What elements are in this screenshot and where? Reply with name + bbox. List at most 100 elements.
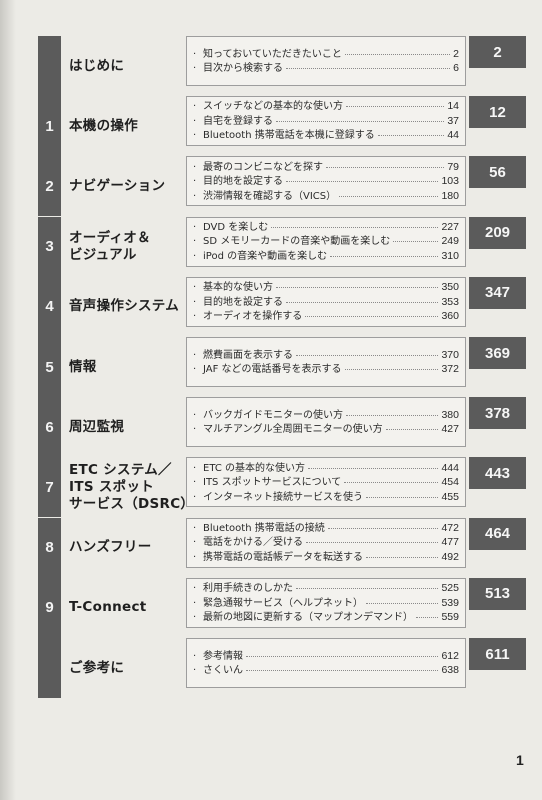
toc-item-label: 目的地を設定する xyxy=(203,176,283,188)
section-title[interactable]: オーディオ＆ ビジュアル xyxy=(69,229,151,263)
toc-item[interactable]: · 渋滞情報を確認する（VICS） 180 xyxy=(193,189,459,204)
toc-section: 7 ETC システム／ ITS スポット サービス（DSRC） · ETC の基本的な… xyxy=(38,457,528,518)
bullet-icon: · xyxy=(193,424,197,436)
section-title[interactable]: ETC システム／ ITS スポット サービス（DSRC） xyxy=(69,461,195,512)
toc-item[interactable]: · SD メモリーカードの音楽や動画を楽しむ 249 xyxy=(193,234,459,249)
section-page-tab[interactable]: 513 xyxy=(469,577,526,610)
section-page-tab[interactable]: 12 xyxy=(469,96,526,129)
toc-item-page: 249 xyxy=(441,235,459,248)
section-number-tab: 2 xyxy=(38,156,61,217)
section-number-tab xyxy=(38,638,61,698)
toc-item-page: 14 xyxy=(447,100,459,113)
section-title[interactable]: 本機の操作 xyxy=(69,117,138,134)
bullet-icon: · xyxy=(193,282,197,294)
toc-item[interactable]: · 目的地を設定する 103 xyxy=(193,174,459,189)
section-page-tab[interactable]: 443 xyxy=(469,457,526,490)
toc-item[interactable]: · スイッチなどの基本的な使い方 14 xyxy=(193,99,459,114)
dot-leader xyxy=(246,661,439,671)
bullet-icon: · xyxy=(193,665,197,676)
section-items-box: · 燃費画面を表示する 370 · JAF などの電話番号を表示する 372 xyxy=(186,337,466,387)
toc-section: 8 ハンズフリー · Bluetooth 携帯電話の接続 472 · 電話をかける／受ける 4… xyxy=(38,517,528,578)
toc-item-page: 444 xyxy=(441,461,459,474)
toc-section: 5 情報 · 燃費画面を表示する 370 · JAF などの電話番号を表示する 372 369 xyxy=(38,337,528,397)
toc-item-page: 37 xyxy=(447,114,459,127)
bullet-icon: · xyxy=(193,650,197,662)
toc-item[interactable]: · さくいん 638 xyxy=(193,663,459,678)
section-page-tab[interactable]: 464 xyxy=(469,517,526,550)
toc-item-page: 6 xyxy=(453,62,459,74)
section-page-tab[interactable]: 347 xyxy=(469,276,526,309)
toc-item[interactable]: · インターネット接続サービスを使う 455 xyxy=(193,490,459,505)
dot-leader xyxy=(276,278,439,289)
toc-item[interactable]: · 燃費画面を表示する 370 xyxy=(193,348,459,363)
toc-item-page: 492 xyxy=(441,550,459,563)
toc-item[interactable]: · 利用手続きのしかた 525 xyxy=(193,581,459,596)
toc-item[interactable]: · Bluetooth 携帯電話の接続 472 xyxy=(193,521,459,536)
section-title[interactable]: ナビゲーション xyxy=(69,177,166,194)
dot-leader xyxy=(276,112,445,122)
toc-item[interactable]: · マルチアングル全周囲モニターの使い方 427 xyxy=(193,422,459,437)
toc-item[interactable]: · 最新の地図に更新する（マップオンデマンド） 559 xyxy=(193,610,459,625)
toc-item-page: 350 xyxy=(441,281,459,294)
section-number-tab: 5 xyxy=(38,337,61,397)
section-title[interactable]: はじめに xyxy=(69,57,125,74)
toc-item[interactable]: · 最寄のコンビニなどを探す 79 xyxy=(193,160,459,175)
toc-item[interactable]: · 携帯電話の電話帳データを転送する 492 xyxy=(193,550,459,565)
toc-item[interactable]: · ETC の基本的な使い方 444 xyxy=(193,461,459,476)
toc-item[interactable]: · 電話をかける／受ける 477 xyxy=(193,535,459,550)
section-page-tab[interactable]: 611 xyxy=(469,638,526,670)
section-page-tab[interactable]: 2 xyxy=(469,36,526,68)
section-title[interactable]: 音声操作システム xyxy=(69,298,179,315)
toc-item[interactable]: · 自宅を登録する 37 xyxy=(193,114,459,129)
toc-section: ご参考に · 参考情報 612 · さくいん 638 611 xyxy=(38,638,528,698)
toc-item[interactable]: · iPod の音楽や動画を楽しむ 310 xyxy=(193,249,459,264)
toc-item-label: 携帯電話の電話帳データを転送する xyxy=(203,551,363,563)
section-title[interactable]: ハンズフリー xyxy=(69,539,152,556)
toc-item-label: SD メモリーカードの音楽や動画を楽しむ xyxy=(203,236,391,248)
section-items-box: · バックガイドモニターの使い方 380 · マルチアングル全周囲モニターの使い方 427 xyxy=(186,397,466,448)
toc-item[interactable]: · ITS スポットサービスについて 454 xyxy=(193,475,459,490)
section-page-tab[interactable]: 209 xyxy=(469,216,526,249)
section-title[interactable]: ご参考に xyxy=(69,659,125,676)
dot-leader xyxy=(339,187,439,197)
section-page-tab[interactable]: 378 xyxy=(469,397,526,430)
dot-leader xyxy=(346,406,439,416)
toc-section: 1 本機の操作 · スイッチなどの基本的な使い方 14 · 自宅を登録する 37 · Blueto… xyxy=(38,96,528,157)
toc-item[interactable]: · JAF などの電話番号を表示する 372 xyxy=(193,362,459,377)
toc-item[interactable]: · DVD を楽しむ 227 xyxy=(193,220,459,235)
toc-item[interactable]: · 目次から検索する 6 xyxy=(193,61,459,76)
bullet-icon: · xyxy=(193,462,197,474)
section-number-tab: 8 xyxy=(38,517,61,578)
section-title[interactable]: T-Connect xyxy=(69,599,147,616)
dot-leader xyxy=(416,608,439,619)
toc-item-label: 電話をかける／受ける xyxy=(203,537,303,549)
section-page-tab[interactable]: 56 xyxy=(469,156,526,189)
toc-item-label: インターネット接続サービスを使う xyxy=(203,491,363,503)
dot-leader xyxy=(286,59,451,69)
bullet-icon: · xyxy=(193,190,197,202)
toc-item-label: オーディオを操作する xyxy=(203,311,303,323)
toc-item-label: さくいん xyxy=(203,665,243,676)
dot-leader xyxy=(385,420,439,431)
toc-item[interactable]: · 参考情報 612 xyxy=(193,649,459,664)
section-number-tab: 9 xyxy=(38,577,61,638)
toc-item-page: 638 xyxy=(441,664,459,676)
toc-item[interactable]: · バックガイドモニターの使い方 380 xyxy=(193,408,459,423)
toc-item[interactable]: · 知っておいていただきたいこと 2 xyxy=(193,47,459,62)
toc-item-label: 渋滞情報を確認する（VICS） xyxy=(203,190,337,202)
toc-item[interactable]: · オーディオを操作する 360 xyxy=(193,309,459,324)
section-items-box: · ETC の基本的な使い方 444 · ITS スポットサービスについて 454 · インタ… xyxy=(186,457,466,508)
dot-leader xyxy=(327,519,439,529)
toc-item-page: 559 xyxy=(441,611,459,624)
bullet-icon: · xyxy=(193,522,197,534)
bullet-icon: · xyxy=(193,221,197,233)
section-title[interactable]: 情報 xyxy=(69,358,97,375)
bullet-icon: · xyxy=(193,176,197,188)
toc-item[interactable]: · 緊急通報サービス（ヘルプネット） 539 xyxy=(193,596,459,611)
bullet-icon: · xyxy=(193,583,197,595)
section-title[interactable]: 周辺監視 xyxy=(69,418,125,435)
toc-item[interactable]: · Bluetooth 携帯電話を本機に登録する 44 xyxy=(193,128,459,143)
section-page-tab[interactable]: 369 xyxy=(469,337,526,369)
toc-item[interactable]: · 基本的な使い方 350 xyxy=(193,280,459,295)
toc-item[interactable]: · 目的地を設定する 353 xyxy=(193,295,459,310)
